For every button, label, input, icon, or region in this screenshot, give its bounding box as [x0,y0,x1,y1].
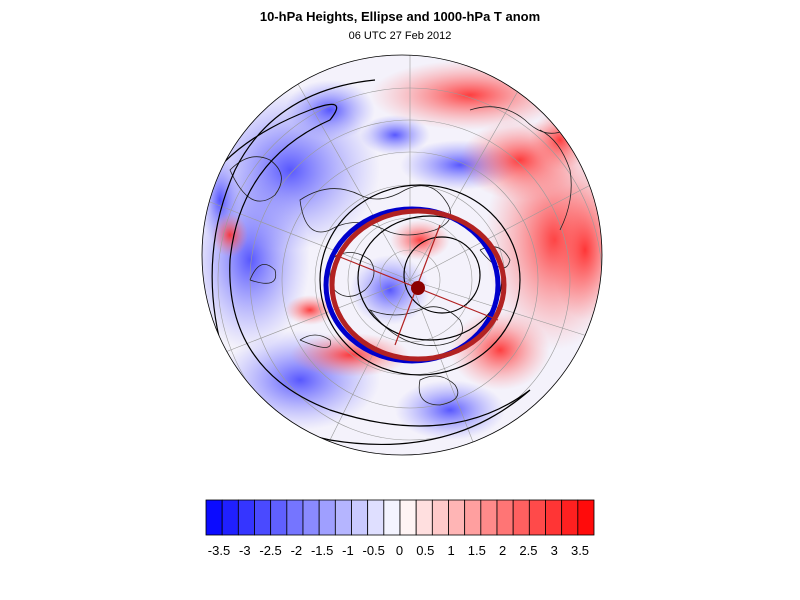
colorbar-tick-label: 2.5 [519,543,538,558]
colorbar-tick-label: -3 [239,543,251,558]
colorbar-box [415,499,433,536]
map-subtitle: 06 UTC 27 Feb 2012 [348,30,452,42]
colorbar-tick-label: -3.5 [207,543,231,558]
colorbar-tick-label: 1.5 [467,543,486,558]
colorbar-tick-label: 0.5 [416,543,435,558]
colorbar-box [286,499,304,536]
colorbar-box [334,499,352,536]
colorbar-box [221,499,239,536]
colorbar-tick-label: -2 [290,543,303,558]
colorbar-box [431,499,449,536]
colorbar-box [464,499,482,536]
colorbar-tick-label: -0.5 [362,543,385,558]
globe-outline [201,54,603,456]
colorbar-box [545,499,563,536]
colorbar-tick-label: -1.5 [310,543,334,558]
colorbar-box [480,499,498,536]
colorbar-box [237,499,255,536]
colorbar-box [318,499,336,536]
colorbar-tick-label: 1 [447,543,455,558]
colorbar-tick-label: 0 [395,543,404,558]
colorbar-tick-label: 3.5 [570,543,590,558]
colorbar-box [254,499,272,536]
colorbar-box [528,499,546,536]
colorbar-box [577,499,595,536]
colorbar-tick-label: -1 [342,543,354,558]
colorbar-tick-label: 3 [550,543,558,558]
map-title: 10-hPa Heights, Ellipse and 1000-hPa T a… [259,9,541,24]
colorbar-box [512,499,530,536]
colorbar-box [383,499,401,536]
colorbar-box [205,499,223,536]
vortex-ellipse [323,206,507,364]
colorbar-tick-label: 2 [499,543,507,558]
colorbar-box [561,499,579,536]
colorbar-box [496,499,514,536]
colorbar-box [351,499,369,536]
colorbar-box [399,499,417,536]
colorbar-box [270,499,288,536]
colorbar-box [302,499,320,536]
colorbar-tick-label: -2.5 [259,543,282,558]
colorbar-box [448,499,466,536]
colorbar-box [367,499,385,536]
ellipse-center-marker [411,281,425,295]
